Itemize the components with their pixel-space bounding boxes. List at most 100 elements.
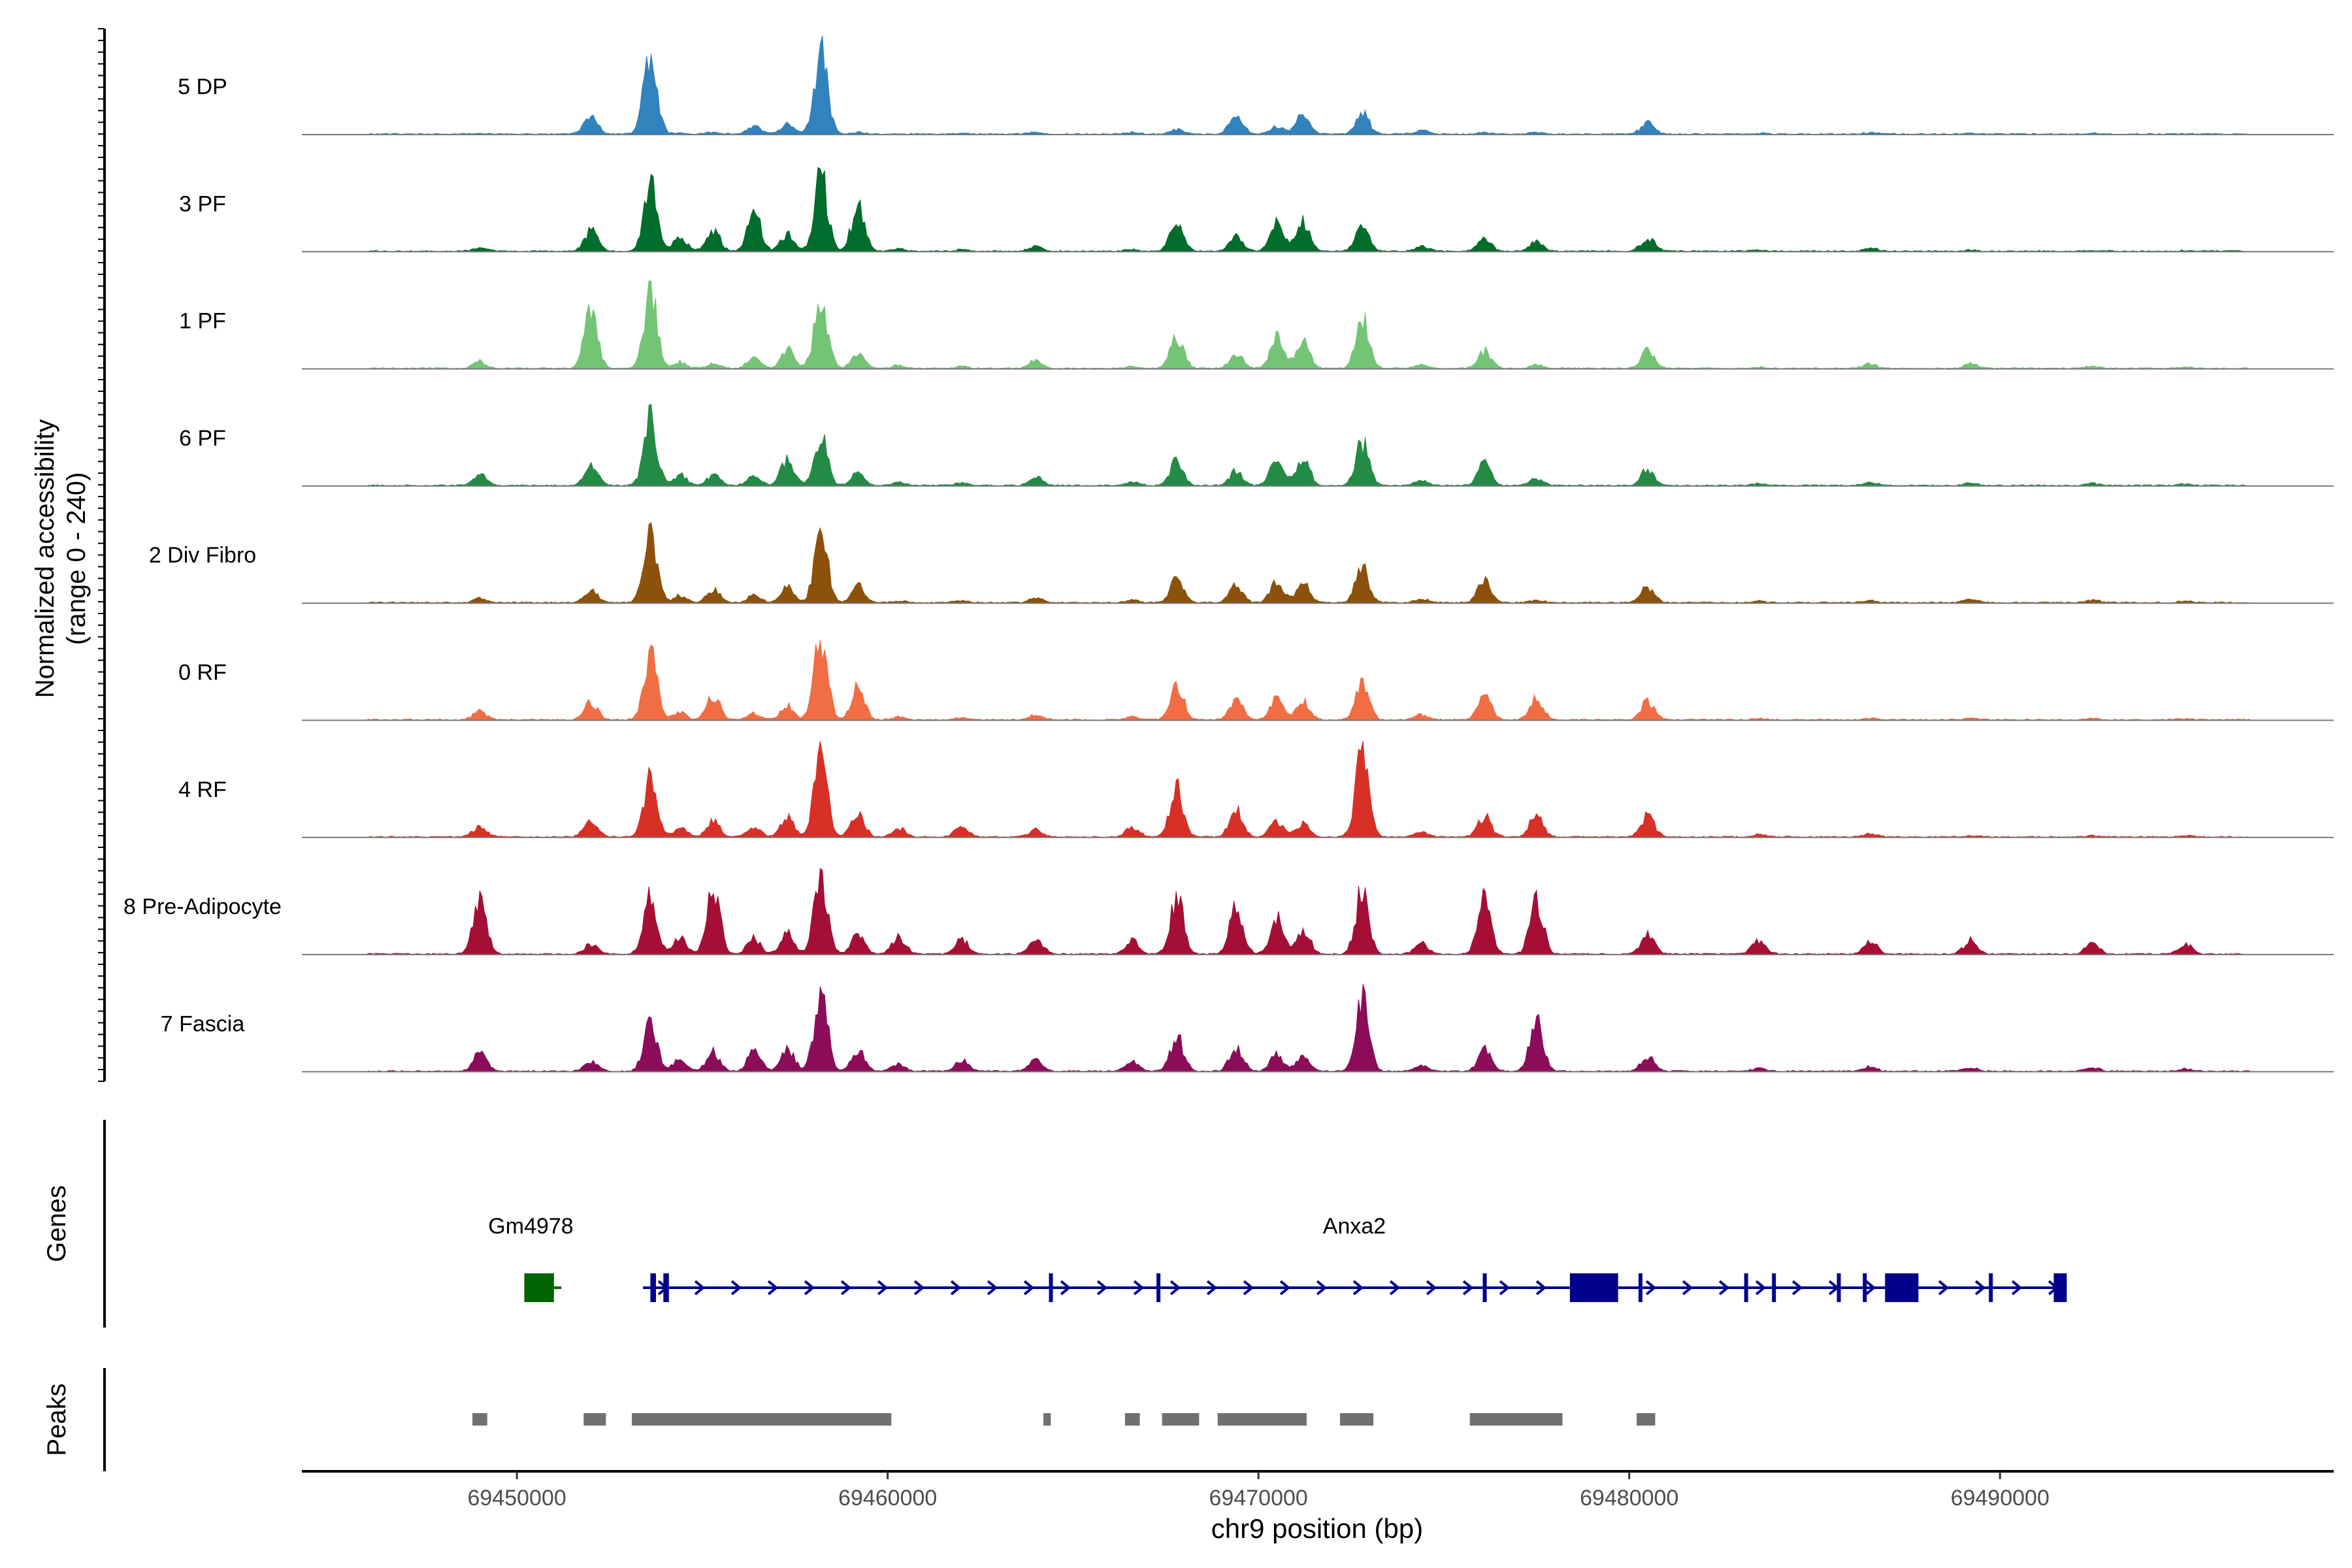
gene-track: Gm4978 Anxa2: [488, 1214, 2067, 1302]
gene-exon: [1772, 1273, 1776, 1302]
gene-exon: [1638, 1273, 1642, 1302]
strand-chevron: [1718, 1280, 1730, 1296]
strand-chevron: [1791, 1280, 1803, 1296]
peak-region: [1637, 1413, 1656, 1426]
strand-chevron: [1535, 1280, 1547, 1296]
track-6: 4 RF: [178, 741, 2334, 838]
gene-1: Anxa2: [643, 1214, 2067, 1302]
gene-exon: [1989, 1273, 1993, 1302]
gene-exon: [1049, 1273, 1053, 1302]
track-label: 6 PF: [179, 426, 226, 451]
strand-chevron: [1462, 1280, 1474, 1296]
gene-exon: [1887, 1273, 1919, 1302]
strand-chevron: [1389, 1280, 1401, 1296]
gene-exon: [1156, 1273, 1161, 1302]
strand-chevron: [1169, 1280, 1181, 1296]
strand-chevron: [1243, 1280, 1254, 1296]
track-label: 2 Div Fibro: [149, 543, 256, 568]
coverage-area: [302, 403, 2333, 487]
coverage-tracks: 5 DP 3 PF 1 PF 6 PF 2 Div Fibro 0 RF 4 RF 8 Pre…: [123, 35, 2334, 1073]
gene-0: Gm4978: [488, 1214, 574, 1302]
track-label: 7 Fascia: [161, 1011, 245, 1036]
gene-exon: [1744, 1273, 1748, 1302]
peak-region: [472, 1413, 487, 1426]
strand-chevron: [1316, 1280, 1328, 1296]
strand-chevron: [767, 1280, 779, 1296]
y-axis: [98, 28, 106, 1082]
coverage-area: [302, 984, 2333, 1072]
gene-exon: [1482, 1273, 1487, 1302]
track-3: 6 PF: [179, 403, 2334, 487]
track-label: 1 PF: [179, 309, 226, 334]
peaks-label: Peaks: [42, 1383, 71, 1456]
peak-region: [632, 1413, 892, 1426]
strand-chevron: [1279, 1280, 1291, 1296]
track-8: 7 Fascia: [161, 984, 2334, 1073]
strand-chevron: [1060, 1280, 1071, 1296]
strand-chevron: [1023, 1280, 1035, 1296]
strand-chevron: [1426, 1280, 1437, 1296]
x-axis-title: chr9 position (bp): [1211, 1513, 1424, 1544]
peak-region: [1043, 1413, 1051, 1426]
peak-region: [1340, 1413, 1374, 1426]
gene-label: Anxa2: [1323, 1214, 1386, 1239]
coverage-area: [302, 640, 2333, 721]
strand-chevron: [694, 1280, 706, 1296]
gene-exon: [650, 1273, 656, 1302]
track-1: 3 PF: [179, 167, 2334, 253]
strand-chevron: [987, 1280, 998, 1296]
x-tick-label: 69480000: [1580, 1486, 1678, 1511]
strand-chevron: [1352, 1280, 1364, 1296]
coverage-area: [302, 35, 2333, 135]
strand-chevron: [1974, 1280, 1986, 1296]
coverage-area: [302, 167, 2333, 252]
gene-exon: [2053, 1273, 2067, 1302]
y-axis-title-line1: Normalized accessibility: [31, 419, 59, 698]
coverage-area: [302, 868, 2333, 955]
track-2: 1 PF: [179, 280, 2334, 370]
gene-exon: [1569, 1273, 1618, 1302]
strand-chevron: [950, 1280, 962, 1296]
gene-exon: [663, 1273, 669, 1302]
strand-chevron: [1682, 1280, 1693, 1296]
strand-chevron: [913, 1280, 925, 1296]
y-axis-title: Normalized accessibility (range 0 - 240): [31, 419, 91, 698]
track-label: 5 DP: [178, 74, 227, 99]
peak-track: [472, 1413, 1656, 1426]
peak-region: [1162, 1413, 1200, 1426]
x-tick-label: 69470000: [1209, 1486, 1308, 1511]
peak-region: [1124, 1413, 1140, 1426]
x-axis: 69450000 69460000 69470000 69480000 69490000: [302, 1470, 2334, 1511]
strand-chevron: [1938, 1280, 1950, 1296]
strand-chevron: [1133, 1280, 1145, 1296]
coverage-area: [302, 521, 2333, 604]
genes-label: Genes: [42, 1185, 71, 1262]
track-label: 3 PF: [179, 191, 226, 216]
strand-chevron: [1206, 1280, 1218, 1296]
track-4: 2 Div Fibro: [149, 521, 2334, 604]
track-7: 8 Pre-Adipocyte: [123, 868, 2334, 956]
gene-exon: [1837, 1273, 1841, 1302]
track-label: 8 Pre-Adipocyte: [123, 894, 282, 919]
y-axis-title-line2: (range 0 - 240): [62, 472, 91, 645]
strand-chevron: [730, 1280, 742, 1296]
strand-chevron: [1755, 1280, 1767, 1296]
coverage-area: [302, 741, 2333, 838]
gene-label: Gm4978: [488, 1214, 573, 1239]
x-tick-label: 69490000: [1951, 1486, 2050, 1511]
x-tick-label: 69460000: [838, 1486, 937, 1511]
peak-region: [1217, 1413, 1307, 1426]
strand-chevron: [840, 1280, 852, 1296]
x-tick-label: 69450000: [468, 1486, 566, 1511]
strand-chevron: [1499, 1280, 1511, 1296]
strand-chevron: [1865, 1280, 1876, 1296]
gene-exon: [1863, 1273, 1867, 1302]
gene-exon: [524, 1273, 554, 1302]
strand-chevron: [1096, 1280, 1108, 1296]
peak-region: [1469, 1413, 1563, 1426]
strand-chevron: [877, 1280, 889, 1296]
strand-chevron: [1645, 1280, 1657, 1296]
track-label: 4 RF: [178, 777, 227, 802]
coverage-area: [302, 280, 2333, 370]
